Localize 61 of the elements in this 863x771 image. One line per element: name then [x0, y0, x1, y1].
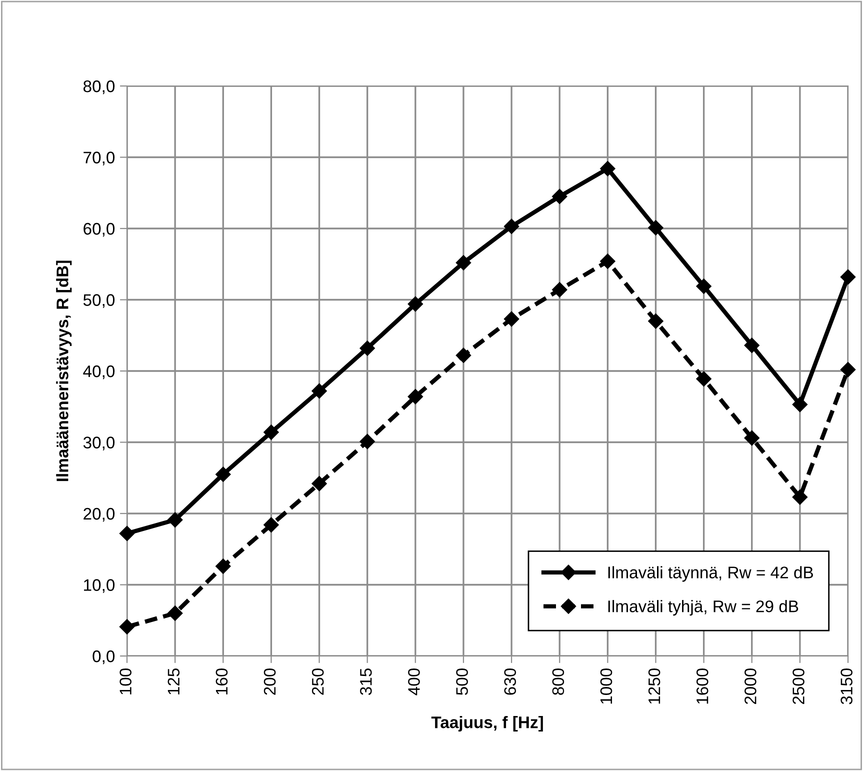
x-tick-label: 800	[552, 668, 564, 695]
y-tick-label: 40,0	[83, 365, 115, 380]
legend-label: Ilmaväli täynnä, Rw = 42 dB	[608, 566, 813, 582]
y-tick-label: 50,0	[83, 294, 115, 308]
point	[600, 161, 616, 176]
point	[744, 430, 760, 446]
point	[600, 254, 616, 269]
point	[696, 278, 712, 294]
x-tick-label: 630	[504, 668, 516, 695]
x-tick-label: 400	[408, 668, 420, 696]
y-tick-label: 20,0	[84, 508, 115, 522]
y-tick-label: 10,0	[84, 579, 115, 593]
point	[456, 348, 472, 363]
x-tick-label: 2000	[744, 668, 756, 704]
y-tick-label: 60,0	[84, 222, 115, 237]
point	[216, 466, 231, 482]
point	[648, 314, 664, 329]
point	[696, 371, 712, 386]
point	[360, 340, 375, 356]
x-tick-label: 1250	[648, 668, 660, 704]
point	[312, 476, 327, 492]
point	[648, 220, 664, 236]
point	[360, 434, 375, 450]
y-tick-label: 70,0	[84, 152, 115, 166]
x-tick-label: 200	[264, 668, 276, 695]
point	[504, 218, 520, 234]
point	[167, 512, 183, 528]
x-tick-label: 1600	[696, 668, 708, 704]
point	[744, 338, 760, 353]
x-tick-label: 500	[456, 668, 468, 695]
point	[264, 424, 279, 440]
y-tick-label: 0,0	[92, 650, 115, 664]
point	[456, 255, 472, 270]
point	[119, 526, 135, 542]
point	[840, 269, 856, 285]
point	[792, 396, 808, 412]
x-tick-label: 2500	[792, 668, 804, 704]
point	[408, 389, 423, 404]
point	[552, 188, 568, 204]
x-tick-label: 315	[360, 668, 372, 695]
y-tick-label: 80,0	[83, 80, 115, 94]
point	[119, 619, 135, 634]
point	[216, 558, 231, 574]
x-tick-label: 3150	[840, 668, 852, 704]
point	[792, 490, 808, 505]
x-tick-label: 160	[216, 668, 228, 694]
x-axis-title: Taajuus, f [Hz]	[431, 716, 543, 732]
legend-label: Ilmaväli tyhjä, Rw = 29 dB	[608, 600, 798, 616]
x-tick-label: 100	[120, 668, 132, 694]
y-axis-title: Ilmaääneneristävyys, R [dB]	[56, 260, 72, 482]
point	[167, 606, 183, 621]
point	[264, 517, 279, 532]
x-tick-label: 250	[312, 668, 324, 695]
point	[840, 362, 856, 378]
x-tick-label: 1000	[600, 668, 612, 704]
point	[312, 383, 327, 399]
point	[504, 311, 520, 327]
point	[408, 296, 423, 312]
y-tick-label: 30,0	[83, 436, 115, 450]
x-tick-label: 125	[168, 668, 180, 694]
point	[552, 282, 568, 298]
